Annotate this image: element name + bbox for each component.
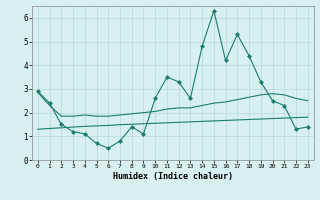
X-axis label: Humidex (Indice chaleur): Humidex (Indice chaleur) xyxy=(113,172,233,181)
